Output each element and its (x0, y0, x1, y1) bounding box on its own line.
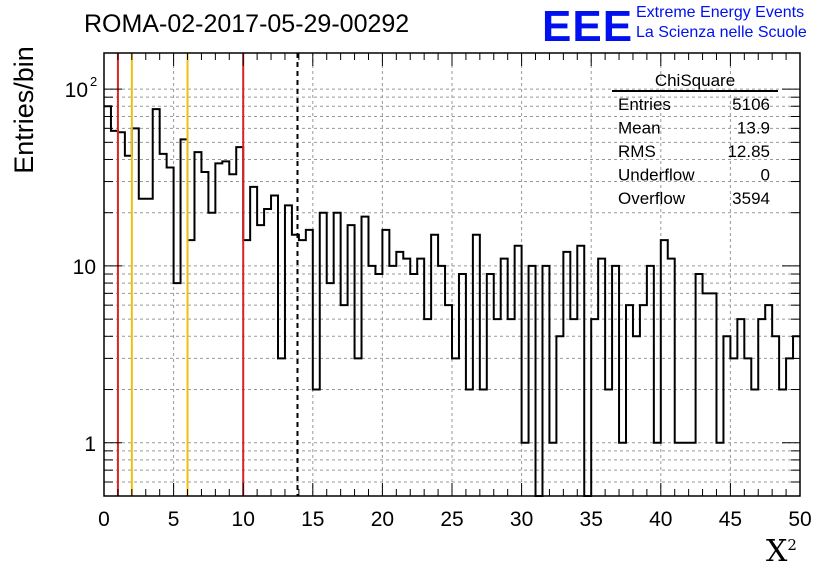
x-axis-label-sup: 2 (787, 536, 797, 554)
x-tick-label: 30 (510, 508, 533, 531)
histogram-bins (104, 105, 800, 497)
stats-box: ChiSquare Entries 5106 Mean 13.9 RMS 12.85 Unde… (612, 71, 778, 208)
stats-label: Mean (618, 119, 661, 138)
x-tick-label: 45 (719, 508, 742, 531)
stats-name: ChiSquare (655, 71, 735, 90)
x-axis-label-base: X (766, 534, 788, 569)
y-tick-label-sup: 2 (90, 74, 97, 89)
x-tick-label: 5 (168, 508, 180, 531)
marker-lines (116, 53, 299, 496)
x-axis-label: X2 (766, 534, 797, 569)
x-tick-label: 15 (301, 508, 324, 531)
chart-title: ROMA-02-2017-05-29-00292 (84, 10, 410, 38)
x-tick-label: 25 (440, 508, 463, 531)
stats-value: 0 (761, 166, 770, 185)
x-tick-label: 0 (98, 508, 110, 531)
logo-tagline-1: Extreme Energy Events (636, 4, 805, 21)
x-tick-label: 50 (788, 508, 811, 531)
y-tick-label: 10 (65, 79, 88, 102)
histogram-outline (104, 105, 800, 497)
stats-value: 13.9 (737, 119, 770, 138)
stats-value: 3594 (732, 189, 770, 208)
y-tick-label: 10 (73, 256, 96, 279)
stats-label: Overflow (618, 189, 686, 208)
x-tick-label: 40 (649, 508, 672, 531)
eee-logo: EEE (542, 2, 634, 51)
logo-tagline-2: La Scienza nelle Scuole (636, 24, 807, 41)
stats-label: RMS (618, 142, 656, 161)
x-tick-label: 35 (580, 508, 603, 531)
grid-lines (103, 53, 801, 497)
stats-label: Entries (618, 95, 671, 114)
axes (103, 52, 801, 497)
x-tick-label: 10 (232, 508, 255, 531)
stats-value: 5106 (732, 95, 770, 114)
y-tick-label: 1 (84, 433, 96, 456)
x-tick-label: 20 (371, 508, 394, 531)
stats-label: Underflow (618, 166, 695, 185)
stats-value: 12.85 (727, 142, 770, 161)
